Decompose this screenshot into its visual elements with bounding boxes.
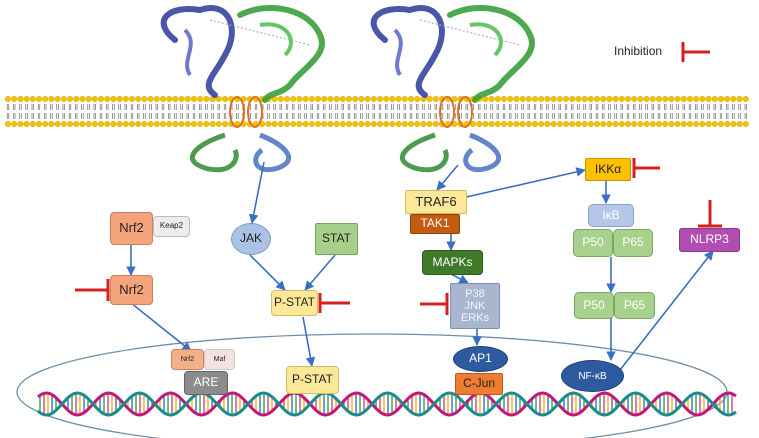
dna-helix (37, 391, 737, 417)
stat-node: STAT (315, 223, 358, 255)
p65-active-node: P65 (614, 292, 655, 319)
cjun-node: C-Jun (455, 373, 503, 395)
ikb-node: IκB (588, 204, 634, 227)
inhibition-marks (75, 42, 722, 315)
cell-membrane (4, 95, 749, 127)
nrf2-nucleus-node: Nrf2 (171, 349, 204, 370)
jak-node: JAK (231, 223, 271, 255)
receptor-right (370, 5, 535, 173)
maf-node: Maf (204, 349, 235, 370)
jnk-label: JNK (464, 299, 486, 312)
p50-active-node: P50 (574, 292, 614, 319)
mapk-kinases-node: P38 JNK ERKs (450, 283, 500, 329)
pstat-nucleus-node: P-STAT (286, 366, 339, 394)
are-node: ARE (184, 371, 228, 395)
legend-inhibition-label: Inhibition (614, 44, 663, 59)
nrf2-free-node: Nrf2 (110, 275, 153, 305)
p50-cytoplasm-node: P50 (573, 229, 613, 257)
nrf2-cytoplasm-node: Nrf2 (110, 212, 153, 245)
pstat-cytoplasm-node: P-STAT (271, 290, 318, 316)
nfkb-node: NF-κB (561, 360, 624, 392)
p38-label: P38 (465, 287, 485, 300)
mapks-node: MAPKs (422, 250, 483, 275)
nlrp3-node: NLRP3 (679, 228, 740, 252)
keap2-node: Keap2 (153, 216, 190, 237)
traf6-node: TRAF6 (405, 190, 467, 214)
receptor-left (160, 5, 325, 173)
ikka-node: IKKα (585, 158, 631, 181)
tak1-node: TAK1 (410, 214, 460, 234)
nucleus-membrane (16, 333, 728, 438)
erks-label: ERKs (460, 312, 490, 325)
p65-cytoplasm-node: P65 (613, 229, 653, 257)
ap1-node: AP1 (453, 346, 508, 372)
